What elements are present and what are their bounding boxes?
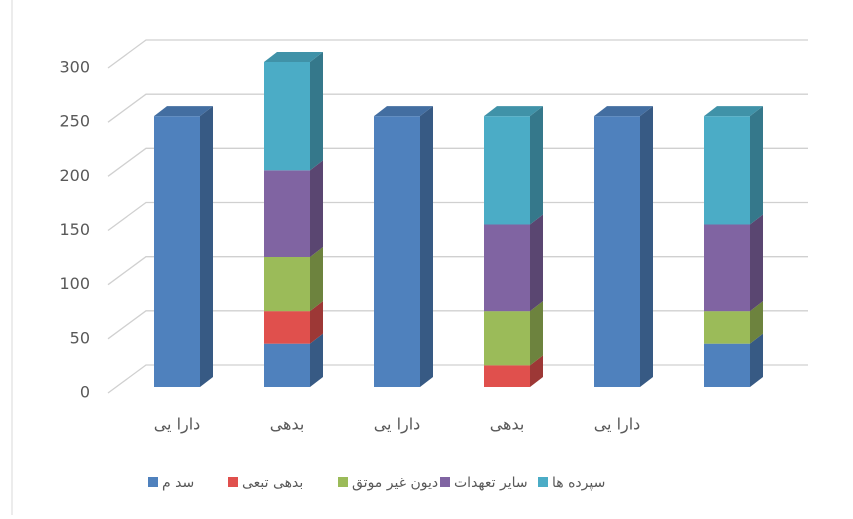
legend-swatch	[440, 477, 450, 487]
legend-label: سد م	[162, 475, 194, 491]
bar-side	[640, 106, 653, 387]
bar-side	[420, 106, 433, 387]
grid-line	[108, 40, 808, 68]
y-tick-label: 100	[59, 274, 90, 293]
legend-swatch	[538, 477, 548, 487]
bar-segment	[264, 170, 310, 257]
bar-segment	[484, 225, 530, 312]
bar-segment	[594, 116, 640, 387]
y-tick-label: 0	[80, 383, 90, 402]
bar-segment	[704, 116, 750, 224]
bar-segment	[264, 257, 310, 311]
legend-label: سپرده ها	[552, 475, 605, 491]
legend-label: سایر تعهدات	[454, 475, 528, 491]
legend-label: دیون غیر موتق	[352, 475, 438, 491]
y-tick-label: 200	[59, 166, 90, 185]
bar-segment	[484, 365, 530, 387]
bar-side	[530, 106, 543, 224]
legend-swatch	[148, 477, 158, 487]
bar-segment	[704, 344, 750, 387]
bar-side	[310, 52, 323, 170]
bar-segment	[264, 311, 310, 344]
legend-label: بدهی تبعی	[242, 475, 303, 491]
x-tick-label: دارا یی	[374, 415, 421, 435]
bar-segment	[264, 344, 310, 387]
bar-segment	[374, 116, 420, 387]
x-tick-label: بدهی	[270, 415, 305, 434]
x-tick-label: بدهی	[490, 415, 525, 434]
bar-segment	[704, 225, 750, 312]
bar-segment	[264, 62, 310, 170]
y-tick-label: 250	[59, 112, 90, 131]
bar-segment	[484, 311, 530, 365]
legend-swatch	[228, 477, 238, 487]
y-tick-label: 300	[59, 58, 90, 77]
x-tick-label: دارا یی	[594, 415, 641, 435]
bar-side	[200, 106, 213, 387]
bar-side	[750, 215, 763, 312]
bar-segment	[484, 116, 530, 224]
x-tick-label: دارا یی	[154, 415, 201, 435]
bar-side	[310, 160, 323, 257]
y-tick-label: 150	[59, 220, 90, 239]
bar-side	[310, 247, 323, 311]
bar-segment	[154, 116, 200, 387]
chart: 0 50 100 150 200 250 300 دارا یی بدهی دارا یی بدهی…	[0, 0, 853, 515]
bar-side	[750, 106, 763, 224]
bar-side	[530, 301, 543, 365]
y-tick-label: 50	[70, 328, 90, 347]
bar-side	[530, 215, 543, 312]
bar-segment	[704, 311, 750, 344]
legend-swatch	[338, 477, 348, 487]
